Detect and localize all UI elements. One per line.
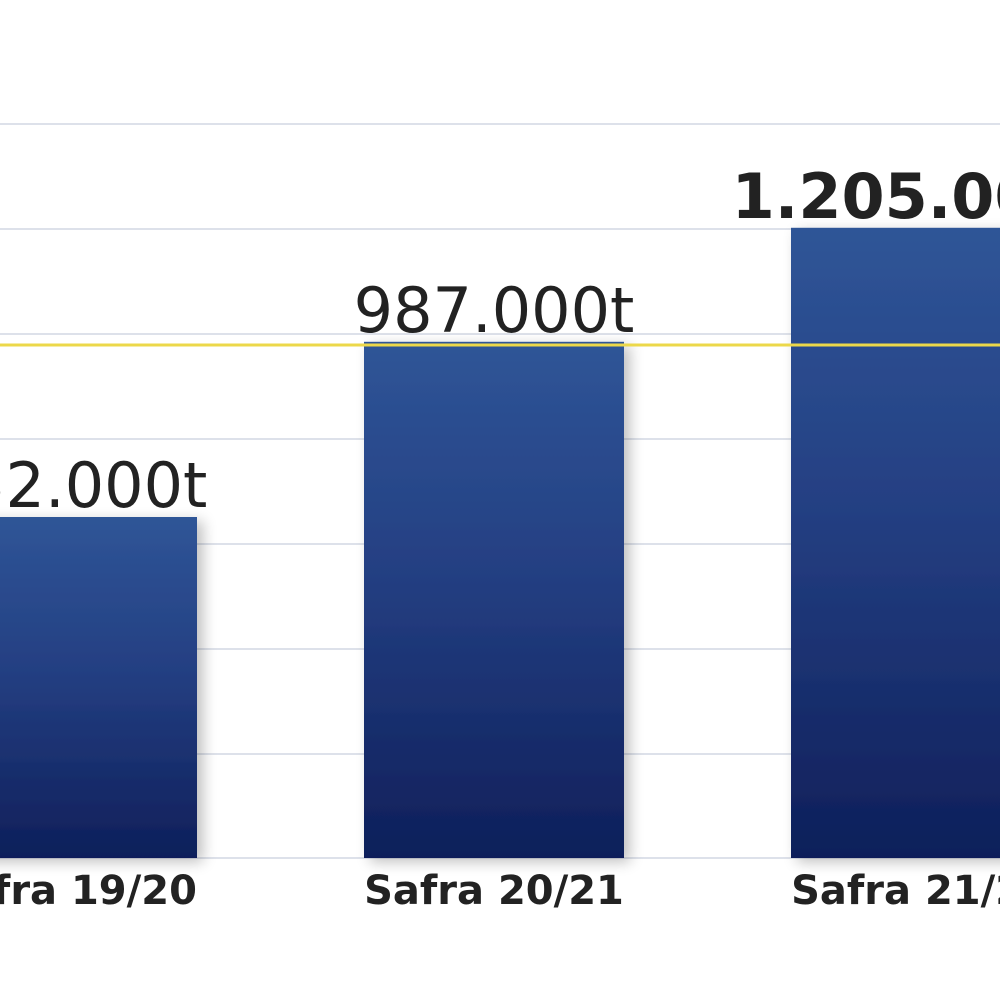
x-tick-label-3: Safra 21/22	[791, 868, 1000, 914]
x-tick-label-2: Safra 20/21	[364, 868, 624, 914]
x-tick-label-1: Safra 19/20	[0, 868, 197, 914]
x-axis-tick-labels: Safra 19/20 Safra 20/21 Safra 21/22	[0, 868, 1000, 914]
bars	[0, 227, 1000, 858]
value-label-3: 1.205.000t	[732, 160, 1000, 233]
bar-3	[791, 227, 1000, 858]
bar-2	[364, 341, 624, 858]
value-labels: 652.000t 987.000t 1.205.000t	[0, 160, 1000, 522]
value-label-1: 652.000t	[0, 449, 207, 522]
bar-1	[0, 517, 197, 858]
value-label-2: 987.000t	[354, 274, 635, 347]
